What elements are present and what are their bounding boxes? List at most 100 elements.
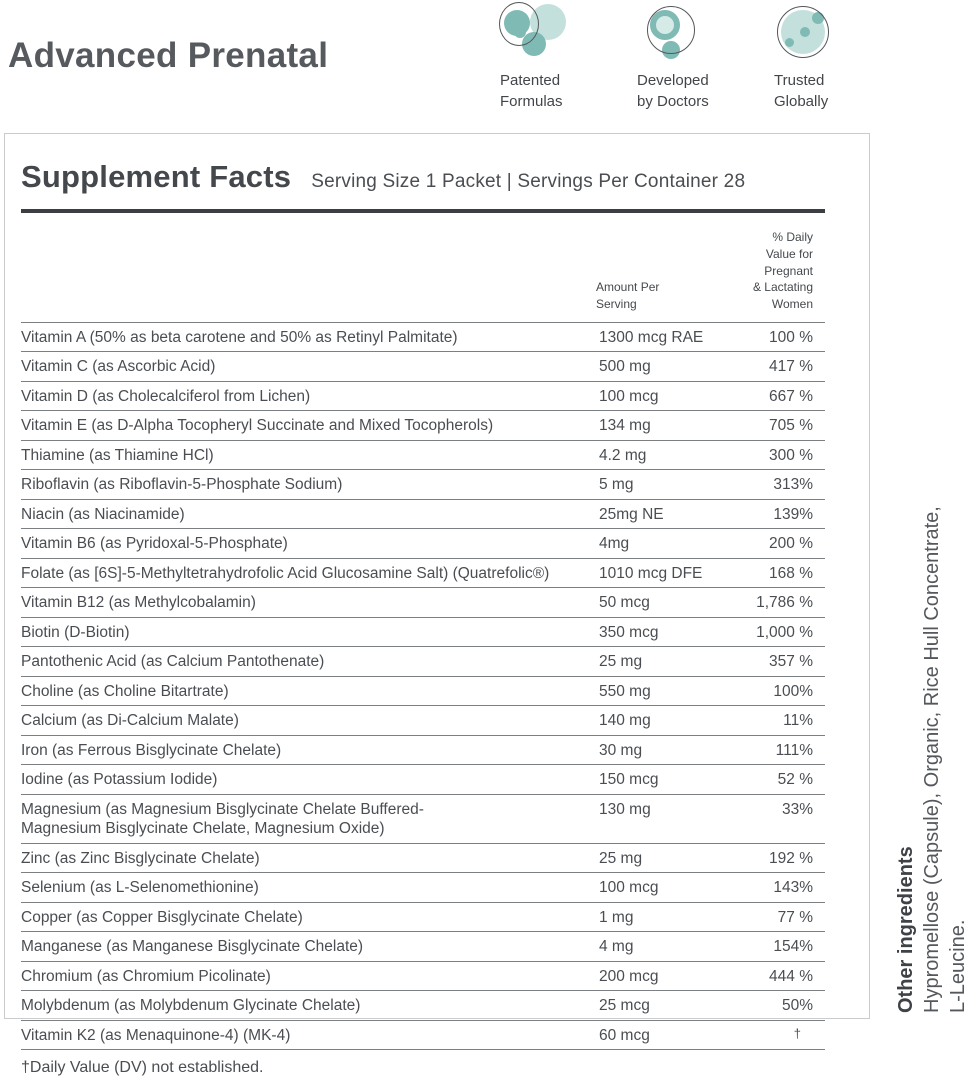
nutrient-name: Vitamin E (as D-Alpha Tocopheryl Succina… [21,417,494,435]
nutrient-daily-value: 139% [773,505,813,523]
nutrient-daily-value: 417 % [769,358,813,376]
nutrient-daily-value: 111% [775,741,813,759]
serving-info: Serving Size 1 Packet | Servings Per Con… [311,171,746,192]
nutrient-name: Vitamin D (as Cholecalciferol from Liche… [21,387,311,405]
table-row: Chromium (as Chromium Picolinate) 200 mc… [21,962,825,992]
supplement-facts-title: Supplement Facts [21,159,292,194]
table-row: Manganese (as Manganese Bisglycinate Che… [21,932,825,962]
badge-trusted-globally: Trusted Globally [774,4,892,112]
nutrient-daily-value: 1,786 % [756,594,813,612]
table-row: Biotin (D-Biotin) 350 mcg 1,000 % [21,618,825,648]
nutrient-amount: 50 mcg [599,594,650,612]
molecule-icon [499,2,618,66]
nutrient-amount: 5 mg [599,476,634,494]
nutrient-amount: 140 mg [599,712,651,730]
nutrient-daily-value: 444 % [769,967,813,985]
table-row: Zinc (as Zinc Bisglycinate Chelate) 25 m… [21,844,825,874]
badge-label: Patented Formulas [500,72,563,110]
nutrient-daily-value: 192 % [769,849,813,867]
nutrient-daily-value: 357 % [769,653,813,671]
nutrient-amount: 1300 mcg RAE [599,328,704,346]
table-row: Molybdenum (as Molybdenum Glycinate Chel… [21,991,825,1021]
nutrient-amount: 25 mg [599,653,643,671]
nutrient-amount: 4mg [599,535,630,553]
nutrient-name: Zinc (as Zinc Bisglycinate Chelate) [21,849,260,867]
supplement-facts-header: Supplement Facts Serving Size 1 Packet |… [21,134,825,195]
supplement-rows: Vitamin A (50% as beta carotene and 50% … [21,323,825,1051]
nutrient-name: Magnesium (as Magnesium Bisglycinate Che… [21,800,424,838]
badge-patented-formulas: Patented Formulas [499,2,618,112]
nutrient-daily-value: 667 % [769,387,813,405]
badge-developed-by-doctors: Developed by Doctors [637,4,755,112]
nutrient-name: Thiamine (as Thiamine HCl) [21,446,214,464]
nutrient-name: Vitamin B12 (as Methylcobalamin) [21,594,256,612]
nutrient-amount: 500 mg [599,358,651,376]
table-row: Copper (as Copper Bisglycinate Chelate) … [21,903,825,933]
nutrient-daily-value: † [793,1025,801,1041]
table-row: Vitamin D (as Cholecalciferol from Liche… [21,382,825,412]
nutrient-name: Iron (as Ferrous Bisglycinate Chelate) [21,741,282,759]
nutrient-daily-value: 200 % [769,535,813,553]
nutrient-daily-value: 33% [781,800,813,818]
nutrient-daily-value: 154% [773,938,813,956]
nutrient-amount: 30 mg [599,741,643,759]
table-row: Vitamin B12 (as Methylcobalamin) 50 mcg … [21,588,825,618]
nutrient-amount: 550 mg [599,682,651,700]
nutrient-name: Niacin (as Niacinamide) [21,505,185,523]
daily-value-footnote: †Daily Value (DV) not established. [21,1059,264,1077]
nutrient-daily-value: 77 % [777,908,813,926]
supplement-facts-panel: Supplement Facts Serving Size 1 Packet |… [4,133,870,1076]
nutrient-daily-value: 168 % [769,564,813,582]
nutrient-amount: 25 mcg [599,997,650,1015]
other-ingredients-heading: Other ingredients [895,846,917,1013]
nutrient-amount: 60 mcg [599,1026,650,1044]
nutrient-daily-value: 1,000 % [756,623,813,641]
nutrient-daily-value: 100% [773,682,813,700]
table-row: Niacin (as Niacinamide) 25mg NE 139% [21,500,825,530]
nutrient-name: Selenium (as L-Selenomethionine) [21,879,259,897]
nutrient-name: Pantothenic Acid (as Calcium Pantothenat… [21,653,325,671]
nutrient-amount: 100 mcg [599,387,659,405]
other-ingredients-line: L-Leucine. [947,919,969,1013]
table-row: Iodine (as Potassium Iodide) 150 mcg 52 … [21,765,825,795]
nutrient-amount: 134 mg [599,417,651,435]
nutrient-daily-value: 313% [773,476,813,494]
table-row: Selenium (as L-Selenomethionine) 100 mcg… [21,873,825,903]
nutrient-daily-value: 100 % [769,328,813,346]
table-row: Vitamin A (50% as beta carotene and 50% … [21,323,825,353]
table-row: Riboflavin (as Riboflavin-5-Phosphate So… [21,470,825,500]
table-row: Magnesium (as Magnesium Bisglycinate Che… [21,795,825,844]
nutrient-amount: 25mg NE [599,505,664,523]
nutrient-amount: 150 mcg [599,771,659,789]
nutrient-name: Biotin (D-Biotin) [21,623,130,641]
badge-label: Developed by Doctors [637,72,709,110]
badge-label: Trusted Globally [774,72,829,110]
nutrient-amount: 1 mg [599,908,634,926]
nutrient-amount: 350 mcg [599,623,659,641]
nutrient-amount: 200 mcg [599,967,659,985]
table-row: Iron (as Ferrous Bisglycinate Chelate) 3… [21,736,825,766]
table-row: Choline (as Choline Bitartrate) 550 mg 1… [21,677,825,707]
nutrient-name: Vitamin K2 (as Menaquinone-4) (MK-4) [21,1026,291,1044]
nutrient-name: Vitamin B6 (as Pyridoxal-5-Phosphate) [21,535,288,553]
nutrient-name: Vitamin C (as Ascorbic Acid) [21,358,216,376]
nutrient-daily-value: 50% [781,997,813,1015]
other-ingredients-block: Other ingredients Hypromellose (Capsule)… [893,383,971,1013]
nutrient-daily-value: 705 % [769,417,813,435]
column-header-amount: Amount Per Serving [596,280,660,312]
globe-icon [774,4,892,66]
table-row: Folate (as [6S]-5-Methyltetrahydrofolic … [21,559,825,589]
nutrient-amount: 100 mcg [599,879,659,897]
table-row: Vitamin K2 (as Menaquinone-4) (MK-4) 60 … [21,1021,825,1051]
column-header-row: Amount Per Serving % Daily Value for Pre… [21,213,825,323]
nutrient-name: Iodine (as Potassium Iodide) [21,771,218,789]
table-row: Thiamine (as Thiamine HCl) 4.2 mg 300 % [21,441,825,471]
column-header-daily-value: % Daily Value for Pregnant & Lactating W… [752,230,813,312]
header-divider [21,209,825,213]
nutrient-daily-value: 11% [783,712,813,730]
table-row: Pantothenic Acid (as Calcium Pantothenat… [21,647,825,677]
nutrient-name: Vitamin A (50% as beta carotene and 50% … [21,328,458,346]
table-row: Calcium (as Di-Calcium Malate) 140 mg 11… [21,706,825,736]
nutrient-name: Riboflavin (as Riboflavin-5-Phosphate So… [21,476,343,494]
nutrient-daily-value: 143% [773,879,813,897]
